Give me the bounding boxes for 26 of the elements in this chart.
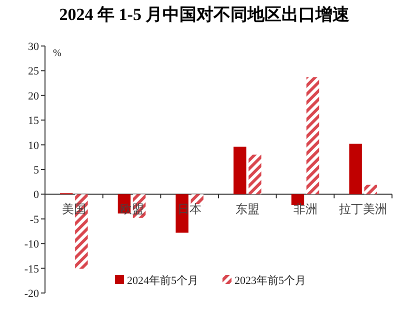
- y-tick-label: -20: [24, 288, 40, 300]
- x-tick-label: 拉丁美洲: [339, 202, 388, 216]
- y-axis-title: %: [53, 48, 62, 59]
- y-tick-label: 25: [28, 66, 40, 78]
- bar: [364, 184, 377, 194]
- x-tick-label: 日本: [178, 202, 202, 216]
- y-tick-label: 15: [28, 115, 40, 128]
- bar: [248, 154, 262, 194]
- x-tick-label: 东盟: [235, 202, 260, 216]
- y-tick-label: 5: [34, 164, 40, 176]
- bar: [306, 77, 320, 194]
- bar: [176, 194, 188, 233]
- y-tick-label: -10: [24, 238, 40, 251]
- legend-label: 2024年前5个月: [127, 275, 198, 287]
- y-tick-label: 20: [28, 90, 40, 102]
- bar: [349, 144, 362, 194]
- y-tick-label: 0: [34, 189, 40, 202]
- bar: [190, 194, 204, 204]
- y-tick-label: 30: [28, 41, 40, 53]
- y-tick-label: -5: [30, 214, 40, 226]
- y-tick-label: -15: [24, 263, 40, 276]
- x-tick-label: 非洲: [293, 202, 318, 216]
- y-tick-label: 10: [28, 140, 40, 152]
- chart-title: 2024 年 1-5 月中国对不同地区出口增速: [59, 5, 350, 24]
- bar: [234, 146, 246, 194]
- legend-label: 2023年前5个月: [234, 275, 306, 287]
